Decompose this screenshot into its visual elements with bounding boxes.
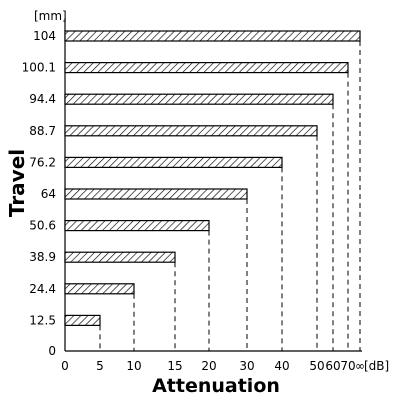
- x-tick-label: 70: [340, 359, 355, 373]
- x-axis-title: Attenuation: [152, 375, 280, 397]
- x-tick-label: ∞: [355, 359, 365, 373]
- x-tick-label: 15: [167, 359, 182, 373]
- bar: [64, 156, 283, 168]
- y-axis-title: Travel: [5, 149, 29, 217]
- y-tick-label: 0: [48, 344, 56, 358]
- x-tick-label: 40: [274, 359, 289, 373]
- y-tick-label: 88.7: [29, 124, 56, 138]
- y-tick-label: 38.9: [29, 250, 56, 264]
- x-axis-unit: [dB]: [364, 359, 389, 373]
- bar: [64, 30, 361, 42]
- bar: [64, 61, 349, 74]
- y-tick-label: 64: [41, 187, 56, 201]
- x-tick-label: 60: [325, 359, 340, 373]
- x-tick-label: 20: [201, 359, 216, 373]
- y-tick-label: 104: [33, 29, 56, 43]
- y-tick-label: 24.4: [29, 282, 56, 296]
- x-tick-label: 30: [239, 359, 254, 373]
- bar: [64, 220, 210, 232]
- y-tick-label: 12.5: [29, 313, 56, 327]
- bar: [64, 125, 318, 137]
- y-tick-label: 100.1: [22, 61, 56, 75]
- bar: [64, 93, 334, 105]
- x-tick-label: 0: [61, 359, 69, 373]
- x-tick-label: 50: [309, 359, 324, 373]
- y-tick-label: 94.4: [29, 92, 56, 106]
- x-tick-label: 10: [126, 359, 141, 373]
- y-tick-label: 76.2: [29, 155, 56, 169]
- x-tick-label: 5: [96, 359, 104, 373]
- bar: [64, 251, 176, 263]
- bar: [64, 283, 135, 295]
- bar: [64, 188, 248, 200]
- y-tick-label: 50.6: [29, 219, 56, 233]
- bar: [64, 314, 101, 326]
- y-axis-unit: [mm]: [34, 9, 67, 23]
